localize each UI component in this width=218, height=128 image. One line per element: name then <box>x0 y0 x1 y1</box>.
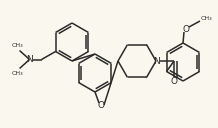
Text: CH₃: CH₃ <box>12 71 23 76</box>
Text: CH₃: CH₃ <box>12 43 23 48</box>
Text: O: O <box>97 100 104 109</box>
Text: O: O <box>182 25 189 35</box>
Text: N: N <box>153 56 159 66</box>
Text: CH₃: CH₃ <box>200 15 212 20</box>
Text: N: N <box>26 55 33 64</box>
Text: O: O <box>170 77 177 86</box>
